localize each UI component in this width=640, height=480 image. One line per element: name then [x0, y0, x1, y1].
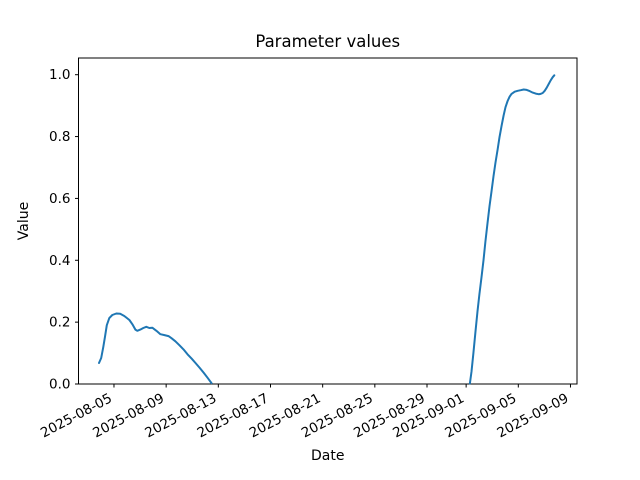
line-segment-parameter-value: [468, 74, 556, 385]
y-tick-label: 0.8: [49, 129, 70, 145]
y-tick-label: 0.4: [49, 253, 70, 269]
data-series: [98, 74, 556, 385]
x-axis-label: Date: [311, 448, 344, 464]
y-axis-ticks: 0.0 0.2 0.4 0.6 0.8 1.0: [49, 67, 79, 393]
y-tick-label: 0.2: [49, 315, 70, 331]
plot-area: [78, 57, 578, 385]
chart-title: Parameter values: [255, 32, 400, 51]
y-axis-label: Value: [16, 202, 32, 240]
y-tick-label: 0.0: [49, 377, 70, 393]
y-tick-label: 0.6: [49, 191, 70, 207]
line-segment-parameter-value: [98, 312, 213, 385]
y-tick-label: 1.0: [49, 67, 70, 83]
x-axis-ticks: 2025-08-052025-08-092025-08-132025-08-17…: [38, 384, 571, 441]
